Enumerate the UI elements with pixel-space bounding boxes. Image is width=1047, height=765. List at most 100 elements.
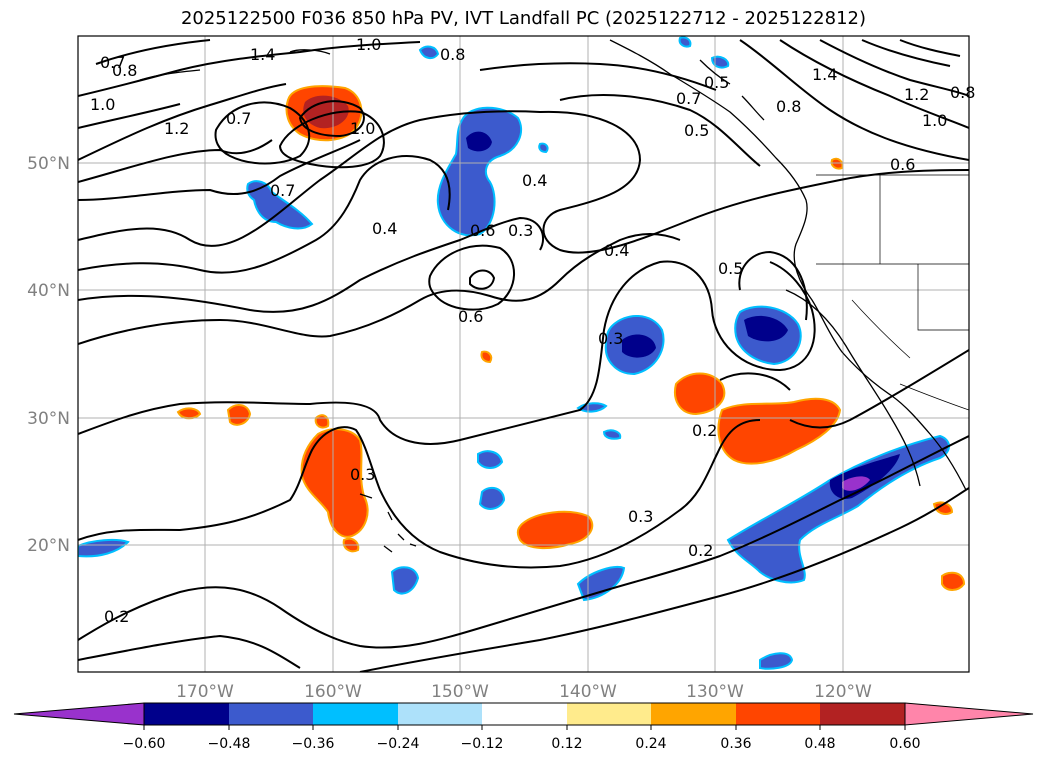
contour-label: 0.8 xyxy=(776,97,801,116)
colorbar-tick-label: −0.60 xyxy=(123,736,166,752)
contour-label: 1.0 xyxy=(356,35,381,54)
colorbar-tick-label: 0.60 xyxy=(889,736,920,752)
positive-anomaly xyxy=(717,397,842,465)
contour-label: 0.5 xyxy=(684,121,709,140)
lat-label: 40°N xyxy=(27,281,70,301)
negative-anomaly xyxy=(78,538,130,558)
contour-label: 0.7 xyxy=(100,53,125,72)
colorbar-tick-label: −0.36 xyxy=(292,736,335,752)
contour-label: 0.2 xyxy=(688,541,713,560)
contour-label: 0.7 xyxy=(226,109,251,128)
contour-label: 1.0 xyxy=(350,119,375,138)
contour-label: 0.6 xyxy=(890,155,915,174)
contour-label: 0.4 xyxy=(604,241,629,260)
positive-anomaly xyxy=(516,510,594,550)
negative-anomaly xyxy=(418,45,440,60)
contour-label: 0.7 xyxy=(676,89,701,108)
contour-label: 1.2 xyxy=(904,85,929,104)
lon-label: 150°W xyxy=(431,682,489,702)
positive-anomaly xyxy=(830,157,844,170)
colorbar-segment xyxy=(313,703,398,725)
colorbar-tick-label: 0.12 xyxy=(551,736,582,752)
colorbar-segment xyxy=(651,703,736,725)
contour-label: 0.4 xyxy=(372,219,397,238)
contour-label: 1.0 xyxy=(90,95,115,114)
contour-label: 0.3 xyxy=(508,221,533,240)
colorbar-tick-label: 0.36 xyxy=(720,736,751,752)
negative-anomaly xyxy=(246,180,314,230)
plot-frame xyxy=(77,35,970,673)
negative-anomaly xyxy=(710,55,730,69)
contour-label: 0.8 xyxy=(440,45,465,64)
colorbar-extend-min xyxy=(13,702,145,726)
contour-label: 0.5 xyxy=(704,73,729,92)
colorbar-segment xyxy=(820,703,905,725)
contour-label: 0.3 xyxy=(350,465,375,484)
colorbar: −0.60 −0.48 −0.36 −0.24 −0.12 0.12 0.24 … xyxy=(13,702,1034,752)
contour-labels: 0.7 0.8 1.4 1.0 0.8 1.0 1.2 0.7 1.0 0.7 … xyxy=(90,35,975,626)
map-title: 2025122500 F036 850 hPa PV, IVT Landfall… xyxy=(180,8,867,29)
positive-anomaly xyxy=(226,404,252,426)
negative-anomaly xyxy=(390,566,420,595)
colorbar-tick-label: 0.24 xyxy=(635,736,666,752)
positive-anomaly xyxy=(674,372,726,416)
colorbar-segment xyxy=(229,703,313,725)
negative-core xyxy=(466,131,492,152)
colorbar-tick-label: −0.48 xyxy=(208,736,251,752)
colorbar-tick-label: −0.24 xyxy=(377,736,420,752)
pv-contours xyxy=(78,39,969,672)
lon-label: 140°W xyxy=(559,682,617,702)
contour-label: 0.8 xyxy=(950,83,975,102)
contour-label: 0.3 xyxy=(628,507,653,526)
contour-label: 0.2 xyxy=(104,607,129,626)
positive-anomaly xyxy=(314,414,330,429)
contour-label: 0.6 xyxy=(458,307,483,326)
positive-anomaly xyxy=(941,571,966,591)
contour-label: 1.0 xyxy=(922,111,947,130)
graticule xyxy=(78,36,969,672)
political-borders xyxy=(816,174,969,411)
negative-core xyxy=(744,315,788,342)
lat-label: 50°N xyxy=(27,154,70,174)
colorbar-segment xyxy=(736,703,820,725)
contour-label: 0.3 xyxy=(598,329,623,348)
contour-label: 0.5 xyxy=(718,259,743,278)
lat-label: 30°N xyxy=(27,409,70,429)
contour-label: 0.4 xyxy=(522,171,547,190)
negative-anomaly xyxy=(477,450,504,469)
colorbar-segment xyxy=(398,703,482,725)
colorbar-segment xyxy=(482,703,567,725)
lon-label: 170°W xyxy=(176,682,234,702)
colorbar-tick-label: −0.12 xyxy=(461,736,504,752)
positive-core xyxy=(303,95,349,129)
contour-label: 1.2 xyxy=(164,119,189,138)
negative-core xyxy=(622,334,656,358)
negative-anomaly xyxy=(436,106,523,237)
contour-label: 1.4 xyxy=(812,65,837,84)
colorbar-segment xyxy=(144,703,229,725)
contour-label: 1.4 xyxy=(250,45,275,64)
negative-anomaly xyxy=(678,36,692,48)
colorbar-tick-label: 0.48 xyxy=(804,736,835,752)
colorbar-extend-max xyxy=(904,702,1034,726)
negative-anomaly xyxy=(726,434,950,584)
negative-extreme xyxy=(842,476,870,491)
longitude-labels: 170°W 160°W 150°W 140°W 130°W 120°W xyxy=(176,682,872,702)
latitude-labels: 50°N 40°N 30°N 20°N xyxy=(27,154,70,556)
coastlines xyxy=(139,39,967,553)
negative-anomaly xyxy=(576,566,626,602)
positive-anomaly xyxy=(480,350,493,364)
positive-anomaly xyxy=(176,407,202,420)
ivt-shading xyxy=(78,36,966,670)
contour-label: 0.2 xyxy=(692,421,717,440)
contour-label: 0.8 xyxy=(112,61,137,80)
lon-label: 130°W xyxy=(686,682,744,702)
lon-label: 160°W xyxy=(304,682,362,702)
lon-label: 120°W xyxy=(814,682,872,702)
negative-anomaly xyxy=(602,429,622,440)
contour-label: 0.6 xyxy=(470,221,495,240)
contour-label: 0.7 xyxy=(270,181,295,200)
positive-anomaly xyxy=(932,501,954,515)
negative-anomaly xyxy=(478,486,506,510)
